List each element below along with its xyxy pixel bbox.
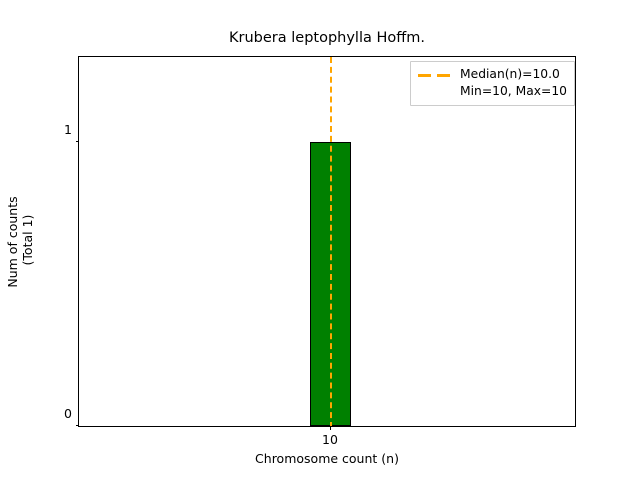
plot-inner (79, 57, 575, 426)
chart-legend: Median(n)=10.0 Min=10, Max=10 (410, 61, 575, 106)
legend-entry-minmax: Min=10, Max=10 (460, 84, 567, 98)
ytick-label-1: 1 (64, 121, 72, 137)
plot-area: 0 1 10 Median(n)=10.0 Min=10, Max=10 (64, 56, 576, 446)
dashed-line-icon (418, 67, 452, 83)
legend-text: Median(n)=10.0 Min=10, Max=10 (460, 67, 567, 99)
y-axis-label-wrap: Num of counts (Total 1) (0, 56, 40, 427)
xtick-mark-10 (330, 426, 332, 430)
ytick-mark-1 (75, 140, 79, 142)
x-axis-label: Chromosome count (n) (255, 451, 399, 466)
y-axis-label: Num of counts (Total 1) (5, 195, 35, 288)
ytick-label-0: 0 (64, 405, 72, 421)
median-line (330, 57, 332, 426)
ytick-mark-0 (75, 424, 79, 426)
legend-entry-median: Median(n)=10.0 (460, 67, 560, 81)
xtick-label-10: 10 (322, 432, 338, 447)
chart-title: Krubera leptophylla Hoffm. (229, 30, 425, 46)
